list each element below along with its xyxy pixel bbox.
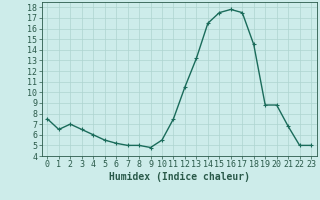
X-axis label: Humidex (Indice chaleur): Humidex (Indice chaleur)	[109, 172, 250, 182]
